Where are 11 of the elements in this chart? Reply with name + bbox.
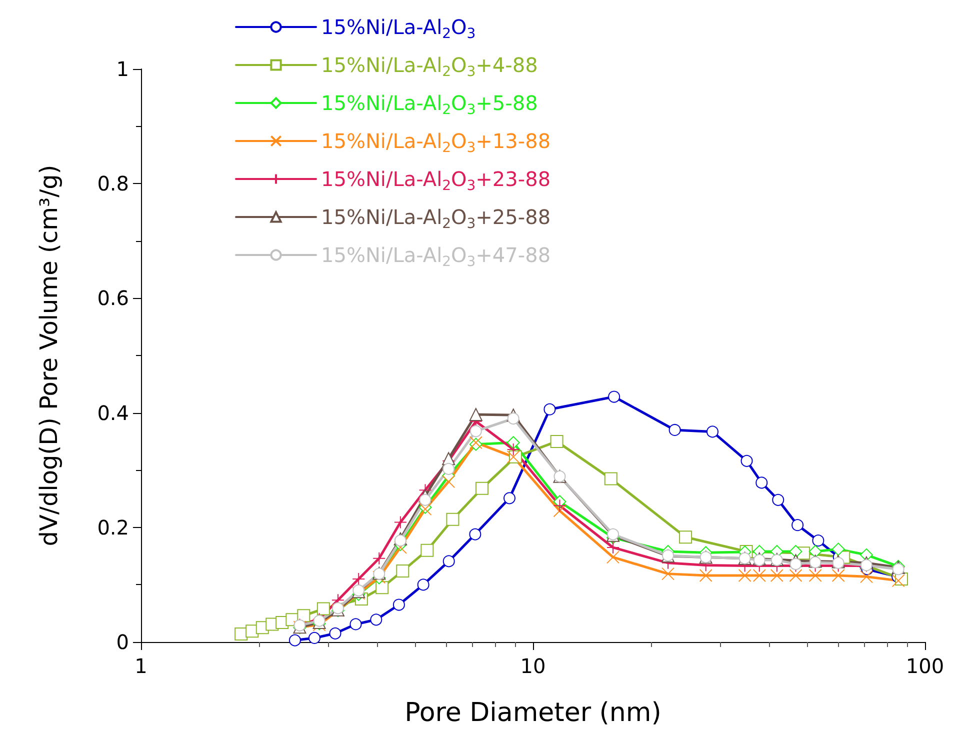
x-tick-label: 1 xyxy=(134,654,148,678)
y-axis-title: dV/dlog(D) Pore Volume (cm³/g) xyxy=(35,164,63,546)
y-tick-label: 0.6 xyxy=(97,286,129,310)
y-tick-label: 0.4 xyxy=(97,400,129,425)
y-tick-label: 0 xyxy=(116,630,129,654)
x-tick-label: 10 xyxy=(520,654,546,678)
x-tick-label: 100 xyxy=(906,654,944,678)
y-tick-label: 0.2 xyxy=(97,515,129,540)
y-tick-label: 0.8 xyxy=(97,172,129,196)
y-tick-label: 1 xyxy=(116,57,129,81)
x-axis-title: Pore Diameter (nm) xyxy=(404,698,662,728)
